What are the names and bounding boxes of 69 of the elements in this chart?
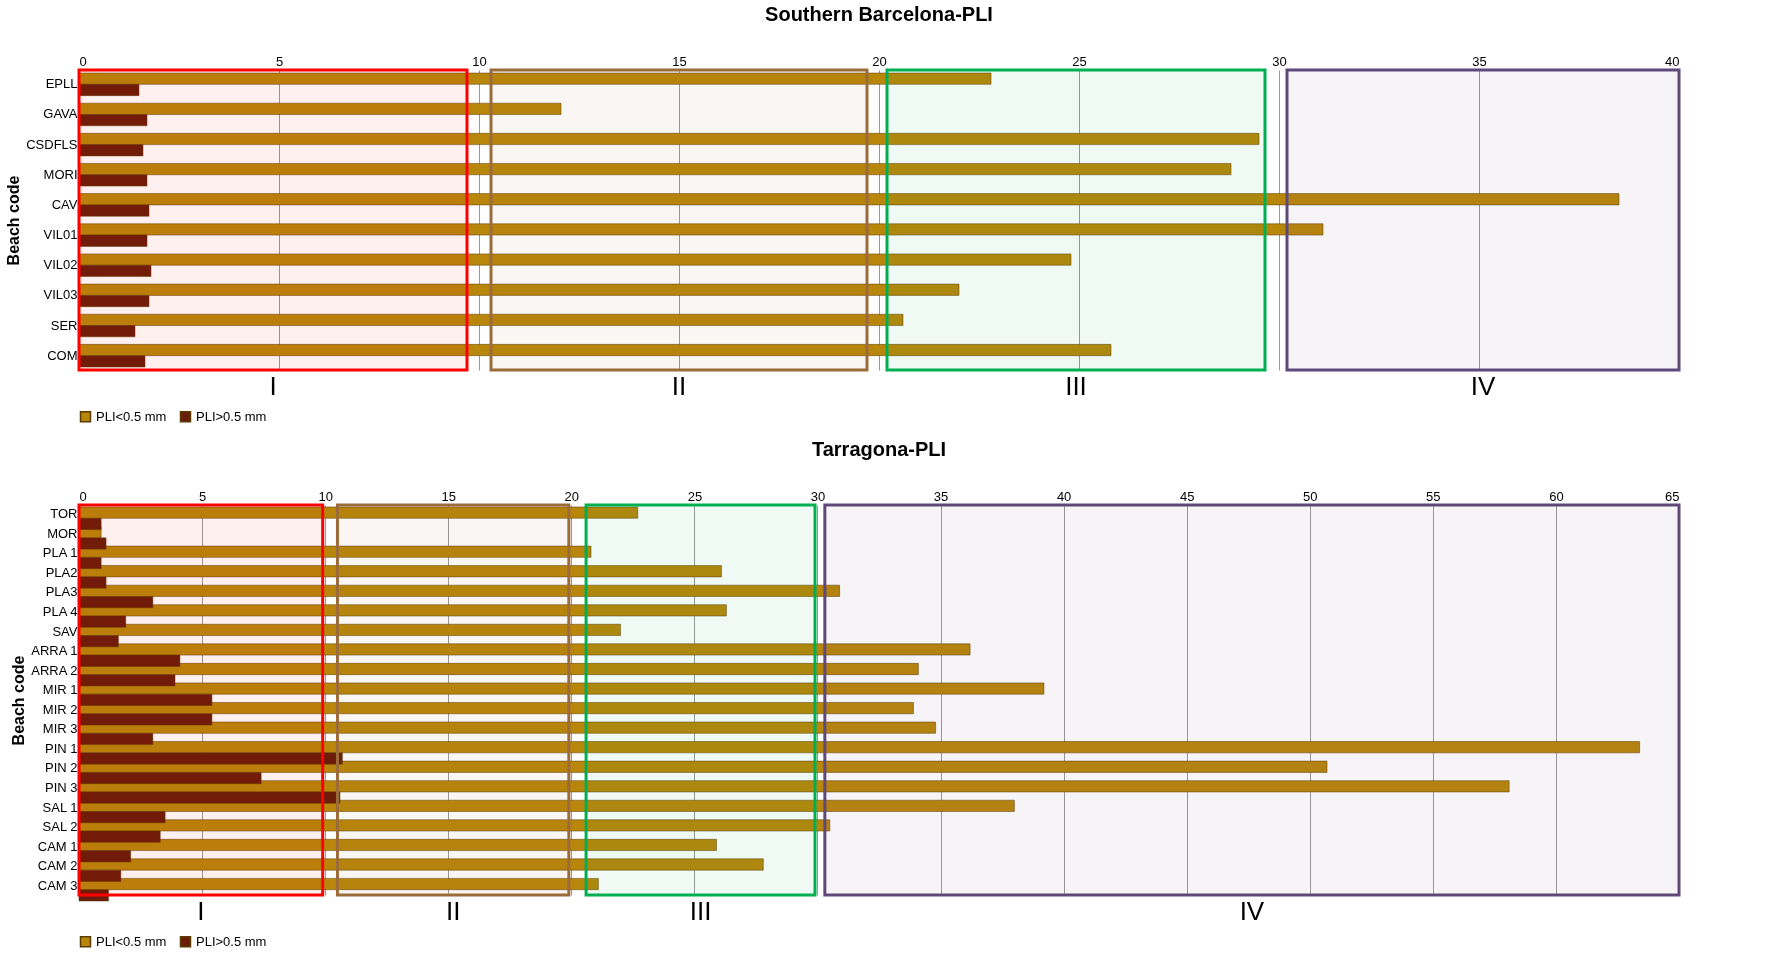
y-tick-label: VIL03 bbox=[43, 287, 78, 303]
x-tick-label: 35 bbox=[1472, 53, 1487, 69]
band-label: II bbox=[671, 371, 687, 401]
x-tick-label: 0 bbox=[79, 488, 87, 504]
y-tick-label: TOR bbox=[50, 506, 78, 522]
y-tick-label: ARRA 2 bbox=[31, 662, 78, 678]
x-tick-label: 55 bbox=[1426, 488, 1441, 504]
y-tick-label: SER bbox=[50, 317, 78, 333]
legend-label: PLI<0.5 mm bbox=[96, 408, 167, 424]
y-tick-label: CAM 2 bbox=[37, 858, 78, 874]
legend-label: PLI>0.5 mm bbox=[196, 408, 267, 424]
y-tick-label: PIN 1 bbox=[44, 740, 78, 756]
y-tick-label: MORI bbox=[43, 166, 78, 182]
band-label: III bbox=[689, 896, 712, 926]
legend-label: PLI<0.5 mm bbox=[96, 933, 167, 949]
y-tick-label: MIR 3 bbox=[42, 721, 78, 737]
chart-title: Tarragona-PLI bbox=[811, 438, 947, 460]
x-tick-label: 50 bbox=[1303, 488, 1318, 504]
x-tick-label: 40 bbox=[1665, 53, 1680, 69]
y-tick-label: SAL 2 bbox=[42, 819, 78, 835]
y-tick-label: MOR bbox=[47, 525, 78, 541]
x-tick-label: 65 bbox=[1665, 488, 1680, 504]
y-tick-label: SAV bbox=[52, 623, 78, 639]
x-tick-label: 15 bbox=[441, 488, 456, 504]
x-tick-label: 30 bbox=[1272, 53, 1287, 69]
y-tick-label: MIR 2 bbox=[42, 701, 78, 717]
band-label: IV bbox=[1470, 371, 1496, 401]
y-tick-label: VIL02 bbox=[43, 257, 78, 273]
x-tick-label: 25 bbox=[1072, 53, 1087, 69]
chart-title: Southern Barcelona-PLI bbox=[765, 3, 993, 25]
x-tick-label: 35 bbox=[933, 488, 949, 504]
x-tick-label: 5 bbox=[275, 53, 284, 69]
band-label: II bbox=[445, 896, 461, 926]
y-tick-label: PLA3 bbox=[45, 584, 78, 600]
x-tick-label: 30 bbox=[810, 488, 826, 504]
y-tick-label: ARRA 1 bbox=[31, 643, 78, 659]
y-tick-label: PLA 4 bbox=[42, 604, 78, 620]
y-tick-label: VIL01 bbox=[43, 227, 78, 243]
band-label: IV bbox=[1239, 896, 1265, 926]
x-tick-label: 20 bbox=[872, 53, 887, 69]
y-tick-label: CAM 3 bbox=[37, 877, 78, 893]
y-tick-label: CAM 1 bbox=[37, 838, 78, 854]
legend-label: PLI>0.5 mm bbox=[196, 933, 267, 949]
y-axis-title: Beach code bbox=[5, 175, 23, 266]
x-tick-label: 40 bbox=[1056, 488, 1072, 504]
y-tick-label: PLA2 bbox=[45, 564, 78, 580]
y-tick-label: PIN 3 bbox=[44, 779, 78, 795]
y-tick-label: GAVA bbox=[43, 106, 78, 122]
band-label: I bbox=[269, 371, 277, 401]
x-tick-label: 10 bbox=[472, 53, 487, 69]
x-tick-label: 10 bbox=[318, 488, 333, 504]
x-tick-label: 45 bbox=[1179, 488, 1195, 504]
y-tick-label: PIN 2 bbox=[44, 760, 78, 776]
band-label: I bbox=[197, 896, 205, 926]
x-tick-label: 15 bbox=[672, 53, 687, 69]
x-tick-label: 5 bbox=[198, 488, 207, 504]
y-axis-title: Beach code bbox=[9, 655, 27, 746]
y-tick-label: EPLL bbox=[45, 76, 78, 92]
x-tick-label: 0 bbox=[79, 53, 87, 69]
x-tick-label: 20 bbox=[564, 488, 580, 504]
y-tick-label: CSDFLS bbox=[26, 136, 78, 152]
y-tick-label: PLA 1 bbox=[42, 545, 78, 561]
y-tick-label: SAL 1 bbox=[42, 799, 78, 815]
band-label: III bbox=[1065, 371, 1087, 401]
y-tick-label: MIR 1 bbox=[42, 682, 78, 698]
x-tick-label: 60 bbox=[1549, 488, 1564, 504]
y-tick-label: CAV bbox=[51, 196, 78, 212]
y-tick-label: COM bbox=[47, 347, 78, 363]
x-tick-label: 25 bbox=[687, 488, 703, 504]
